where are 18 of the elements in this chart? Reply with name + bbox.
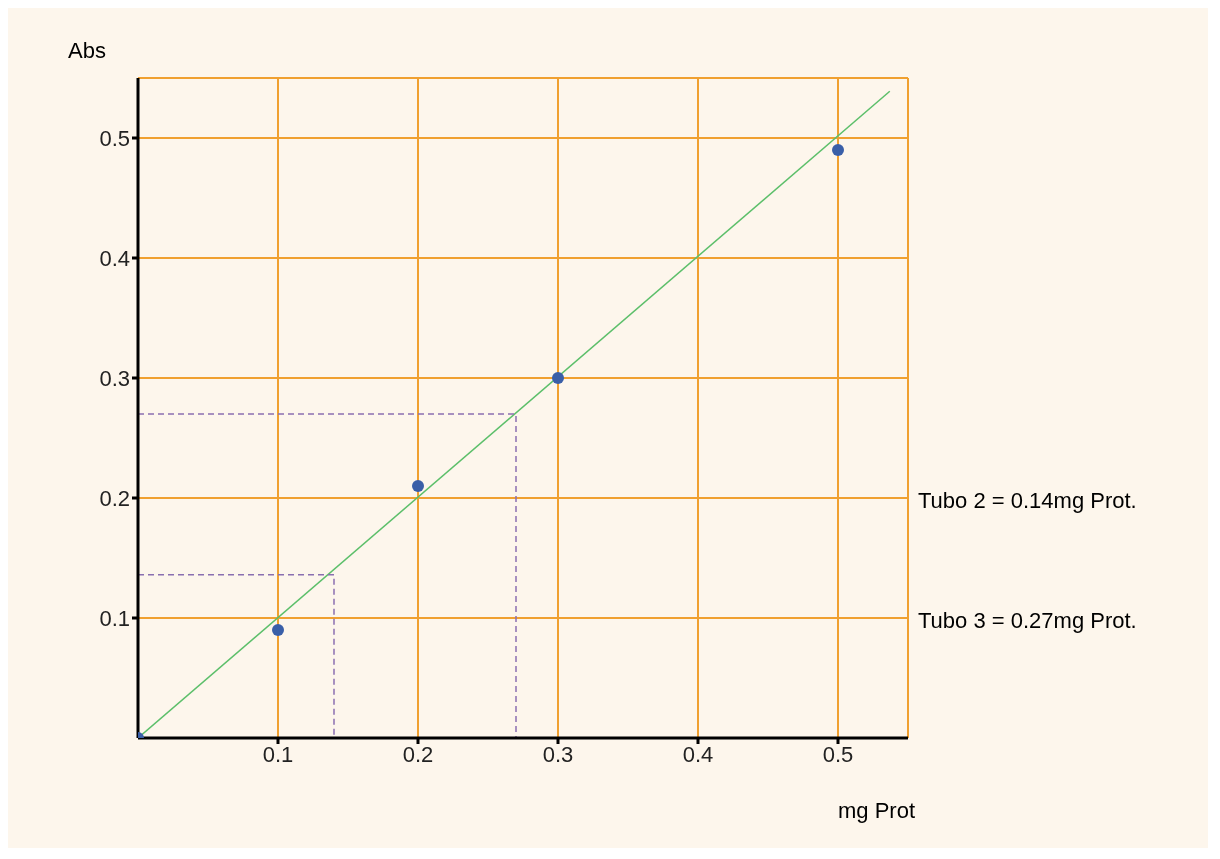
x-tick-label: 0.5 <box>822 741 854 767</box>
y-axis-title: Abs <box>68 38 106 64</box>
x-tick-label: 0.4 <box>682 741 714 767</box>
point <box>412 480 424 492</box>
text: Tubo 2 = 0.14mg Prot. <box>918 488 1137 514</box>
y-tick-label: 0.5 <box>99 125 130 151</box>
point <box>552 372 564 384</box>
point <box>272 624 284 636</box>
x-tick-label: 0.3 <box>542 741 574 767</box>
y-tick-label: 0.3 <box>99 365 130 391</box>
y-tick-label: 0.4 <box>99 245 130 271</box>
text: Tubo 3 = 0.27mg Prot. <box>918 608 1137 634</box>
y-tick-label: 0.2 <box>99 485 130 511</box>
y-tick-label: 0.1 <box>99 605 130 631</box>
point <box>832 144 844 156</box>
x-axis-title: mg Prot <box>838 798 916 824</box>
x-tick-label: 0.2 <box>402 741 434 767</box>
x-tick-label: 0.1 <box>262 741 294 767</box>
